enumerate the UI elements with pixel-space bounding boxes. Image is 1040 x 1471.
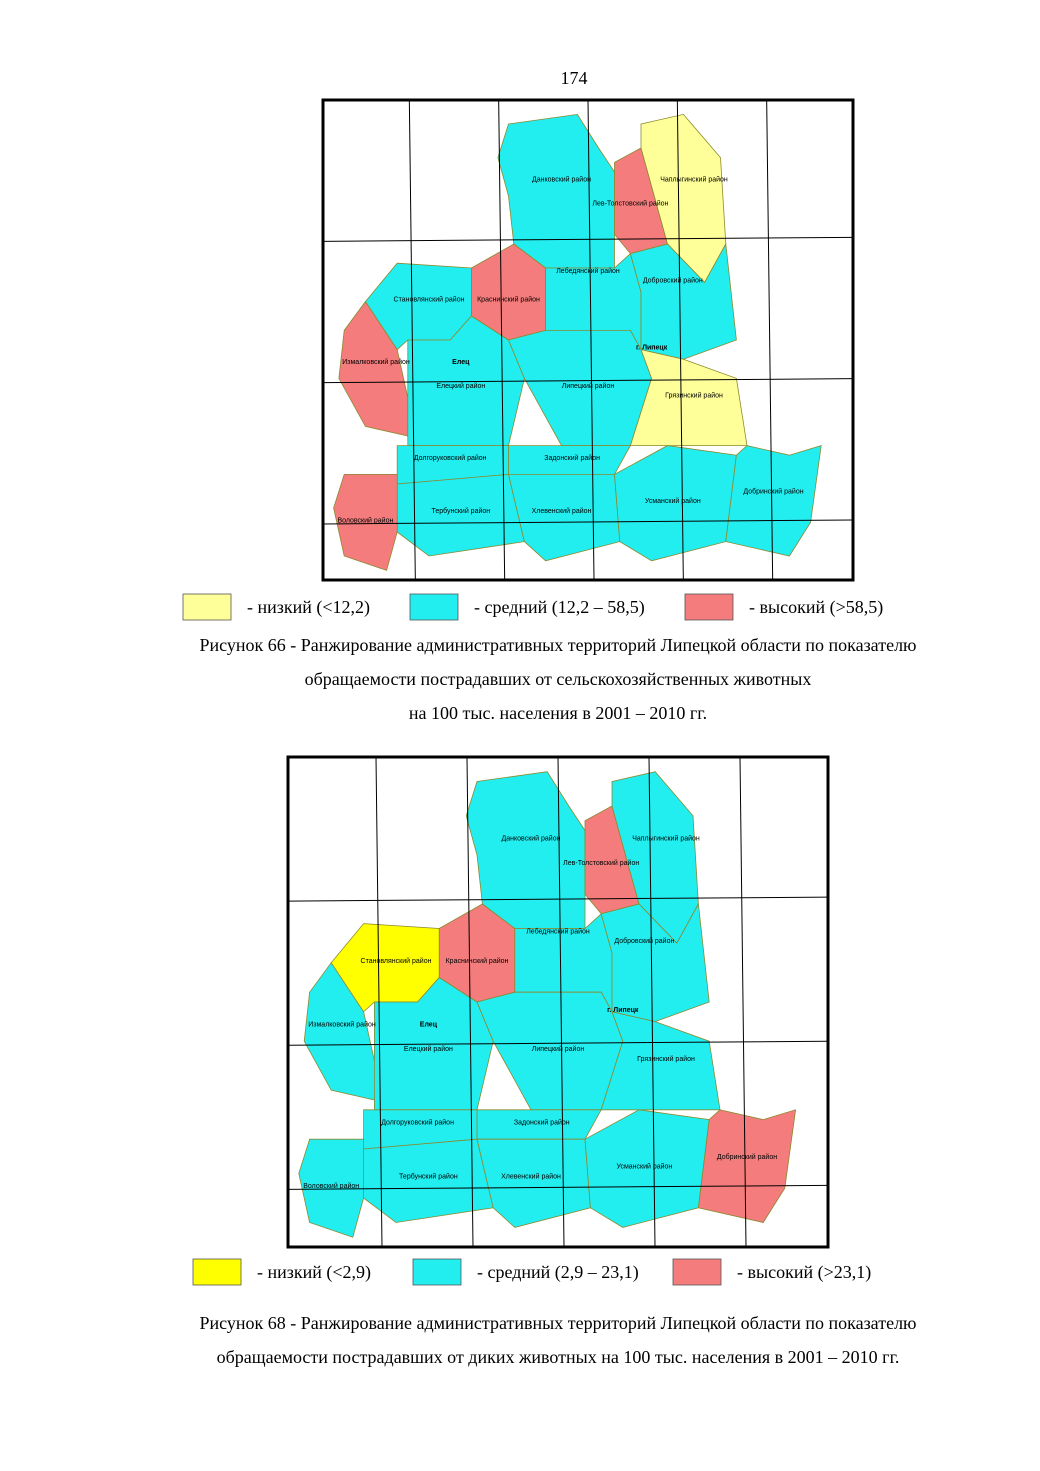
figure-caption: на 100 тыс. населения в 2001 – 2010 гг. (409, 703, 707, 723)
page-number: 174 (561, 68, 588, 88)
legend-swatch (409, 593, 459, 621)
region-label: Краснинский район (446, 957, 509, 965)
region (629, 242, 737, 360)
city-label: Елец (420, 1022, 438, 1029)
region-label: Данковский район (532, 176, 591, 184)
city-label: г. Липецк (636, 345, 668, 352)
region-label: Становлянский район (361, 957, 432, 965)
region-label: Задонский район (544, 454, 600, 462)
legend-swatch (684, 593, 734, 621)
figure-caption: обращаемости пострадавших от сельскохозя… (305, 669, 812, 689)
region-label: Добринский район (743, 488, 803, 496)
region (333, 473, 398, 571)
region (363, 1138, 494, 1223)
map-grid-line (676, 99, 684, 581)
map-grid-line (287, 896, 829, 902)
map-grid-line (408, 99, 416, 581)
map-grid-line (375, 756, 383, 1248)
map: Данковский район Лев-Толстовский район Чап… (321, 98, 855, 582)
legend-label: - средний (2,9 – 23,1) (477, 1262, 639, 1283)
region-label: Добринский район (717, 1153, 777, 1161)
city-label: г. Липецк (607, 1007, 639, 1014)
region-label: Лев-Толстовский район (563, 859, 639, 867)
region (396, 473, 525, 557)
region-label: Елецкий район (404, 1045, 453, 1053)
map-grid-line (766, 99, 774, 581)
region-label: Измалковский район (308, 1021, 376, 1029)
region (476, 1138, 591, 1228)
region-label: Становлянский район (394, 296, 465, 304)
region-label: Липецкий район (562, 382, 615, 390)
region-label: Лебедянский район (556, 267, 620, 275)
map-grid-line (287, 1184, 829, 1190)
region-label: Усманский район (616, 1163, 672, 1171)
region (600, 1011, 721, 1111)
figure-caption: Рисунок 68 - Ранжирование административн… (200, 1313, 917, 1333)
region-label: Тербунский район (431, 507, 490, 515)
region-label: Добровский район (643, 276, 703, 284)
region (725, 445, 822, 557)
map-grid-line (648, 756, 656, 1248)
legend-label: - средний (12,2 – 58,5) (474, 597, 645, 618)
region-label: Долгоруковский район (381, 1119, 454, 1127)
map-grid-line (287, 1040, 829, 1046)
region-label: Воловский район (337, 516, 393, 524)
region-label: Задонский район (514, 1119, 570, 1127)
legend-label: - высокий (>23,1) (737, 1262, 871, 1283)
map-grid-line (739, 756, 747, 1248)
map-grid-line (322, 236, 854, 242)
legend-label: - высокий (>58,5) (749, 597, 883, 618)
map-grid-line (322, 519, 854, 525)
map: Данковский район Лев-Толстовский район Чап… (286, 755, 830, 1249)
figure-caption: обращаемости пострадавших от диких живот… (217, 1347, 900, 1367)
region-label: Тербунский район (399, 1172, 458, 1180)
region-label: Лебедянский район (526, 927, 590, 935)
map-grid-line (498, 99, 506, 581)
legend-label: - низкий (<2,9) (257, 1262, 371, 1283)
figure-caption: Рисунок 66 - Ранжирование административн… (200, 635, 917, 655)
region-label: Липецкий район (532, 1045, 585, 1053)
region (629, 349, 748, 447)
map-grid-line (322, 378, 854, 384)
region-label: Измалковский район (342, 358, 410, 366)
region-label: Добровский район (614, 937, 674, 945)
region-label: Грязинский район (665, 392, 723, 400)
city-label: Елец (452, 359, 470, 366)
region-label: Грязинский район (637, 1055, 695, 1063)
region-label: Краснинский район (477, 296, 540, 304)
region-label: Долгоруковский район (414, 454, 487, 462)
region-label: Усманский район (645, 497, 701, 505)
region-label: Чаплыгинский район (632, 834, 700, 842)
legend-swatch (182, 593, 232, 621)
map-grid-line (557, 756, 565, 1248)
region-label: Воловский район (303, 1182, 359, 1190)
map-grid-line (587, 99, 595, 581)
legend-swatch (192, 1258, 242, 1286)
region-label: Данковский район (502, 834, 561, 842)
region-label: Лев-Толстовский район (592, 200, 668, 208)
region-label: Елецкий район (436, 382, 485, 390)
region-label: Чаплыгинский район (660, 176, 728, 184)
legend-swatch (672, 1258, 722, 1286)
region (600, 902, 710, 1023)
map-grid-line (466, 756, 474, 1248)
region (298, 1138, 365, 1238)
region-label: Хлевенский район (501, 1172, 561, 1180)
region (697, 1109, 797, 1223)
legend-swatch (412, 1258, 462, 1286)
region-label: Хлевенский район (532, 507, 592, 515)
legend-label: - низкий (<12,2) (247, 597, 370, 618)
region (507, 473, 621, 562)
